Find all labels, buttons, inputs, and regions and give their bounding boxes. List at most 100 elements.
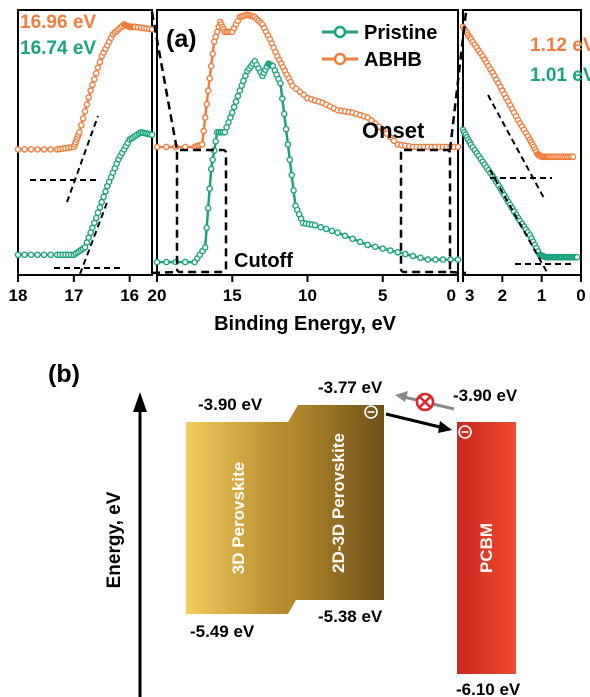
connector-line (449, 270, 467, 275)
data-point-abhb (78, 122, 85, 129)
blocked-icon (415, 392, 435, 412)
data-point-abhb (200, 127, 207, 135)
data-point-abhb (40, 146, 48, 153)
cbm-pcbm-value: -3.90 eV (453, 386, 518, 405)
data-point-pristine (341, 232, 349, 240)
data-point-pristine (100, 193, 107, 201)
cutoff-annotation: Cutoff (234, 250, 293, 272)
data-point-abhb (390, 137, 398, 145)
data-point-abhb (181, 143, 189, 151)
data-point-pristine (364, 241, 372, 249)
data-point-abhb (89, 81, 96, 89)
data-point-pristine (424, 256, 432, 263)
cbm-2d-3d-value: -3.77 eV (318, 378, 383, 397)
data-point-pristine (409, 252, 417, 260)
x-tick-label: 20 (148, 286, 167, 305)
legend-label-abhb: ABHB (364, 49, 422, 71)
electron-icon (458, 425, 472, 439)
right-inset-plot (459, 23, 581, 261)
tangent-line (66, 115, 99, 203)
data-point-pristine (334, 229, 341, 236)
x-tick-label: 10 (298, 286, 317, 305)
cbm-3d-value: -3.90 eV (198, 395, 263, 414)
right-abhb-value: 1.12 eV (530, 35, 590, 56)
data-point-pristine (102, 188, 109, 195)
data-point-abhb (76, 128, 83, 136)
data-point-pristine (328, 227, 336, 235)
x-tick-label: 17 (64, 286, 83, 305)
data-point-pristine (349, 235, 356, 243)
x-tick-label: 0 (447, 286, 456, 305)
onset-annotation: Onset (362, 118, 425, 143)
data-point-pristine (439, 256, 447, 263)
data-point-pristine (98, 198, 105, 206)
data-point-pristine (148, 131, 156, 138)
data-point-pristine (278, 95, 286, 102)
data-point-pristine (356, 238, 364, 246)
vbm-3d-value: -5.49 eV (190, 622, 255, 641)
right-inset-frame (462, 9, 582, 276)
x-tick-label: 15 (223, 286, 242, 305)
data-point-abhb (207, 62, 215, 70)
data-point-pristine (207, 165, 215, 173)
data-point-pristine (317, 223, 325, 231)
data-point-abhb (204, 87, 212, 94)
data-point-pristine (92, 214, 100, 222)
left-inset-frame (17, 9, 153, 276)
data-point-pristine (432, 256, 439, 263)
energy-axis-arrowhead (133, 392, 147, 412)
data-point-abhb (83, 101, 91, 108)
data-point-pristine (284, 141, 292, 148)
band-pcbm (457, 422, 516, 674)
data-point-pristine (386, 247, 394, 254)
data-point-pristine (286, 156, 294, 164)
data-point-abhb (454, 143, 462, 151)
data-point-pristine (212, 138, 219, 145)
onset-zoom-box (399, 148, 452, 274)
data-point-pristine (573, 253, 581, 261)
data-point-pristine (206, 185, 213, 192)
data-point-pristine (311, 221, 319, 229)
x-axis-label: Binding Energy, eV (214, 313, 397, 335)
data-point-abhb (27, 146, 35, 153)
data-point-abhb (383, 130, 390, 137)
data-point-pristine (94, 209, 102, 216)
data-point-pristine (230, 103, 238, 111)
series-line-pristine (461, 129, 578, 259)
x-tick-label: 18 (9, 286, 28, 305)
band-name-2d-3d: 2D-3D Perovskite (329, 433, 348, 573)
data-point-pristine (27, 251, 35, 259)
data-point-abhb (206, 75, 213, 82)
data-point-pristine (203, 224, 210, 232)
data-point-abhb (14, 146, 22, 153)
data-point-pristine (234, 92, 242, 100)
energy-axis-label: Energy, eV (104, 491, 125, 588)
data-point-pristine (282, 125, 290, 133)
data-point-abhb (47, 146, 54, 153)
data-point-abhb (91, 75, 98, 83)
data-point-abhb (81, 108, 89, 115)
left-pristine-value: 16.74 eV (20, 38, 96, 59)
panel-b-label: (b) (48, 360, 80, 388)
left-inset-plot (14, 21, 156, 259)
band-2d-3d-perovskite (288, 405, 384, 614)
data-point-pristine (21, 251, 28, 259)
x-tick-label: 16 (120, 286, 139, 305)
x-ticks: 18 17 16 20 15 10 5 0 3 2 1 0 (9, 275, 586, 305)
vbm-pcbm-value: -6.10 eV (456, 680, 521, 697)
data-point-abhb (79, 115, 87, 122)
data-point-abhb (569, 153, 577, 161)
data-point-pristine (14, 251, 22, 259)
data-point-pristine (417, 254, 424, 262)
data-point-pristine (34, 251, 41, 259)
x-tick-label: 2 (498, 286, 507, 305)
legend-marker-abhb (333, 52, 347, 66)
data-point-pristine (394, 248, 402, 256)
data-point-pristine (371, 243, 379, 251)
x-tick-label: 1 (537, 286, 546, 305)
electron-icon (364, 405, 378, 419)
data-point-abhb (92, 70, 100, 77)
data-point-pristine (47, 251, 54, 259)
band-name-3d: 3D Perovskite (229, 462, 248, 574)
left-abhb-value: 16.96 eV (20, 12, 96, 33)
